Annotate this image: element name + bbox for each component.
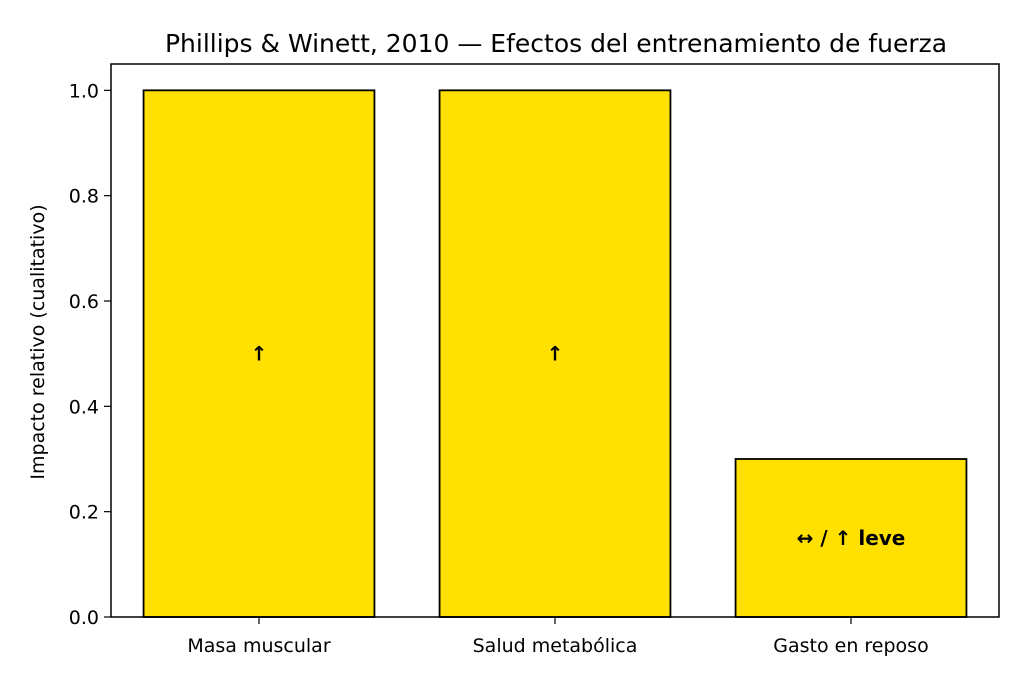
y-tick-label: 0.6 bbox=[69, 291, 99, 313]
x-tick-label: Salud metabólica bbox=[473, 635, 638, 657]
bars bbox=[142, 89, 968, 618]
bar-labels: ↑ ↑ ↔ / ↑ leve bbox=[251, 342, 906, 550]
y-tick-label: 0.4 bbox=[69, 396, 99, 418]
plot-frame bbox=[110, 63, 1000, 618]
y-tick-label: 1.0 bbox=[69, 80, 99, 102]
bar-value-label: ↑ bbox=[251, 342, 268, 366]
x-tick-label: Gasto en reposo bbox=[773, 635, 928, 657]
bar bbox=[734, 458, 968, 618]
bar bbox=[438, 89, 672, 618]
y-axis-ticks: 0.0 0.2 0.4 0.6 0.8 1.0 bbox=[69, 80, 111, 629]
x-axis-ticks: Masa muscular Salud metabólica Gasto en re… bbox=[187, 617, 929, 657]
y-tick-label: 0.8 bbox=[69, 186, 99, 208]
y-tick-label: 0.0 bbox=[69, 607, 99, 629]
bar-value-label: ↔ / ↑ leve bbox=[797, 526, 906, 550]
bar bbox=[142, 89, 376, 618]
y-tick-label: 0.2 bbox=[69, 502, 99, 524]
y-axis-label: Impacto relativo (cualitativo) bbox=[27, 204, 49, 479]
bar-value-label: ↑ bbox=[547, 342, 564, 366]
chart-title: Phillips & Winett, 2010 — Efectos del en… bbox=[165, 29, 947, 58]
x-tick-label: Masa muscular bbox=[187, 635, 330, 657]
